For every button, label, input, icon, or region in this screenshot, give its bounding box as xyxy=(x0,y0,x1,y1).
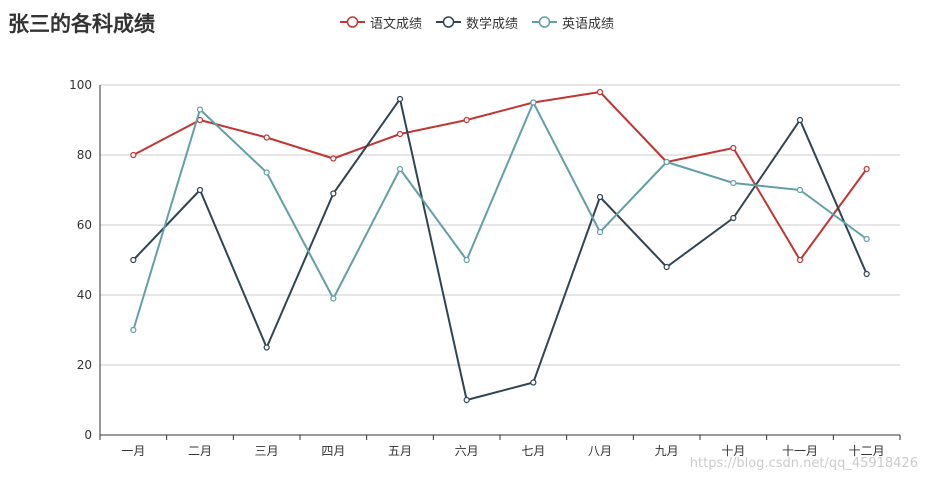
y-tick-label: 0 xyxy=(84,428,92,442)
x-tick-label: 四月 xyxy=(321,444,345,458)
data-point[interactable] xyxy=(263,169,270,176)
x-tick-label: 十一月 xyxy=(782,444,818,458)
legend-line-circle-icon xyxy=(532,16,558,28)
chart-title: 张三的各科成绩 xyxy=(8,12,155,36)
data-point[interactable] xyxy=(396,130,404,138)
legend: 语文成绩 数学成绩 英语成绩 xyxy=(340,13,614,32)
legend-label: 语文成绩 xyxy=(370,16,423,32)
x-tick-label: 五月 xyxy=(388,444,412,458)
data-point[interactable] xyxy=(796,186,804,194)
data-point[interactable] xyxy=(530,379,537,386)
data-point[interactable] xyxy=(663,263,670,271)
x-tick-label: 七月 xyxy=(521,444,545,458)
data-point[interactable] xyxy=(596,193,604,201)
y-tick-label: 60 xyxy=(77,218,92,232)
data-point[interactable] xyxy=(596,228,604,236)
data-point[interactable] xyxy=(730,144,737,152)
data-point[interactable] xyxy=(396,95,404,103)
x-tick-label: 八月 xyxy=(588,444,612,458)
x-tick-label: 十二月 xyxy=(849,444,885,458)
data-point[interactable] xyxy=(796,256,804,264)
legend-item-1[interactable]: 语文成绩 xyxy=(340,13,422,32)
series-line-1 xyxy=(132,91,868,261)
legend-item-2[interactable]: 数学成绩 xyxy=(436,13,518,32)
watermark: https://blog.csdn.net/qq_45918426 xyxy=(689,456,918,471)
legend-line-circle-icon xyxy=(436,16,462,28)
data-point[interactable] xyxy=(663,158,670,166)
legend-item-3[interactable]: 英语成绩 xyxy=(532,13,614,32)
data-point[interactable] xyxy=(330,155,337,162)
y-tick-label: 80 xyxy=(77,148,92,162)
data-point[interactable] xyxy=(396,165,404,173)
legend-label: 英语成绩 xyxy=(562,16,615,32)
data-point[interactable] xyxy=(196,186,204,194)
data-point[interactable] xyxy=(463,396,470,404)
data-point[interactable] xyxy=(330,190,337,197)
data-point[interactable] xyxy=(863,235,870,243)
data-point[interactable] xyxy=(596,88,604,96)
series-line-2 xyxy=(132,98,868,401)
data-point[interactable] xyxy=(730,214,737,222)
y-tick-label: 40 xyxy=(77,288,92,302)
data-point[interactable] xyxy=(130,151,137,159)
data-point[interactable] xyxy=(463,116,470,124)
legend-label: 数学成绩 xyxy=(466,16,519,32)
data-point[interactable] xyxy=(130,256,137,264)
x-tick-label: 二月 xyxy=(188,444,212,458)
data-point[interactable] xyxy=(530,99,537,106)
y-tick-label: 20 xyxy=(77,358,92,372)
x-tick-label: 十月 xyxy=(721,444,745,458)
x-tick-label: 三月 xyxy=(255,444,279,458)
data-point[interactable] xyxy=(196,106,204,113)
data-point[interactable] xyxy=(730,179,737,187)
y-tick-label: 100 xyxy=(69,78,92,92)
x-tick-label: 六月 xyxy=(455,444,479,458)
data-point[interactable] xyxy=(463,256,470,264)
x-tick-label: 九月 xyxy=(655,444,679,458)
legend-line-circle-icon xyxy=(340,16,365,28)
data-point[interactable] xyxy=(263,134,270,141)
x-tick-label: 一月 xyxy=(121,444,145,458)
data-point[interactable] xyxy=(330,295,337,302)
data-point[interactable] xyxy=(796,116,804,124)
data-point[interactable] xyxy=(863,165,870,173)
data-point[interactable] xyxy=(130,326,137,334)
data-point[interactable] xyxy=(263,344,270,351)
series-line-3 xyxy=(132,101,868,331)
data-point[interactable] xyxy=(863,270,870,278)
